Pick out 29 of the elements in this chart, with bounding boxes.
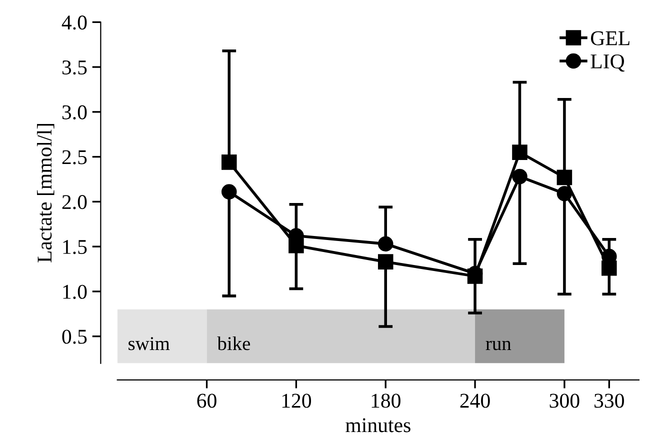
x-tick-label: 180 xyxy=(372,394,400,408)
y-tick-label: 3.5 xyxy=(62,60,87,75)
y-tick-label: 2.0 xyxy=(62,195,87,210)
point xyxy=(221,184,237,200)
legend-label: GEL xyxy=(590,31,630,46)
y-tick-label: 3.0 xyxy=(62,105,87,120)
band-label: run xyxy=(486,340,512,350)
legend-label: LIQ xyxy=(590,54,624,72)
point xyxy=(221,154,237,170)
band-label: bike xyxy=(217,336,250,350)
point xyxy=(556,186,572,202)
point xyxy=(378,236,394,252)
y-tick-label: 0.5 xyxy=(62,330,87,344)
point xyxy=(512,144,528,160)
point xyxy=(512,168,528,184)
y-axis-title: Lactate [mmol/l] xyxy=(37,124,54,262)
band-label: swim xyxy=(128,337,170,350)
y-tick-label: 1.5 xyxy=(63,240,87,254)
x-tick-label: 60 xyxy=(197,394,216,408)
x-tick-label: 330 xyxy=(594,394,624,408)
y-tick-label: 2.5 xyxy=(62,150,87,164)
x-tick-label: 120 xyxy=(282,394,312,408)
y-tick-label: 1.0 xyxy=(63,284,87,299)
x-tick-label: 300 xyxy=(550,394,580,408)
y-tick-label: 4.0 xyxy=(62,16,87,30)
point xyxy=(378,254,394,270)
x-axis-title: minutes xyxy=(346,418,410,432)
x-tick-label: 240 xyxy=(460,394,490,408)
point xyxy=(556,170,572,186)
